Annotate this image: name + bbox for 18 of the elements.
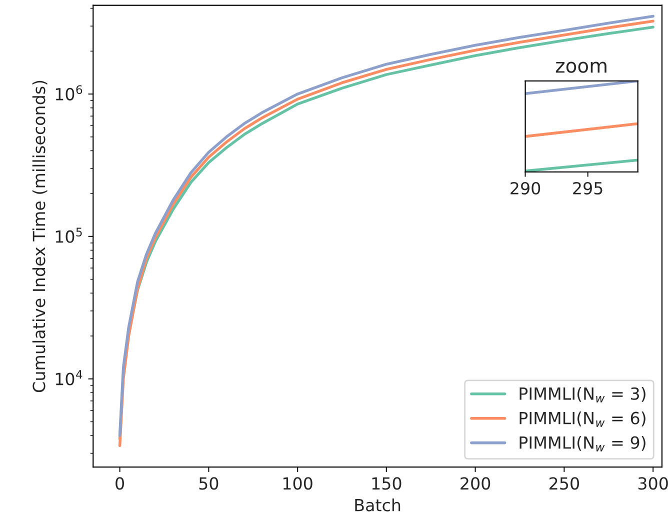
x-tick-label: 100	[283, 477, 312, 490]
legend-label: PIMMLI(N$_{w}$ = 6)	[520, 412, 646, 427]
y-tick-label: 10$^{6}$	[56, 85, 82, 100]
y-tick-label: 10$^{4}$	[56, 370, 82, 386]
legend-label: PIMMLI(N$_{w}$ = 3)	[520, 387, 646, 402]
x-tick-label: 150	[372, 477, 402, 490]
x-tick-label: 300	[638, 477, 668, 490]
x-tick-label: 295	[573, 182, 602, 195]
x-tick-label: 250	[550, 477, 579, 490]
x-tick-label: 50	[199, 477, 218, 490]
legend-label: PIMMLI(N$_{w}$ = 9)	[520, 436, 646, 452]
x-tick-label: 290	[510, 182, 540, 195]
y-tick-label: 10$^{5}$	[56, 228, 82, 243]
x-tick-label: 0	[116, 477, 124, 490]
x-axis-title: Batch	[355, 498, 400, 512]
x-tick-label: 200	[460, 477, 490, 490]
chart-title: zoom	[556, 62, 606, 73]
y-axis-title: Cumulative Index Time (milliseconds)	[32, 80, 48, 392]
